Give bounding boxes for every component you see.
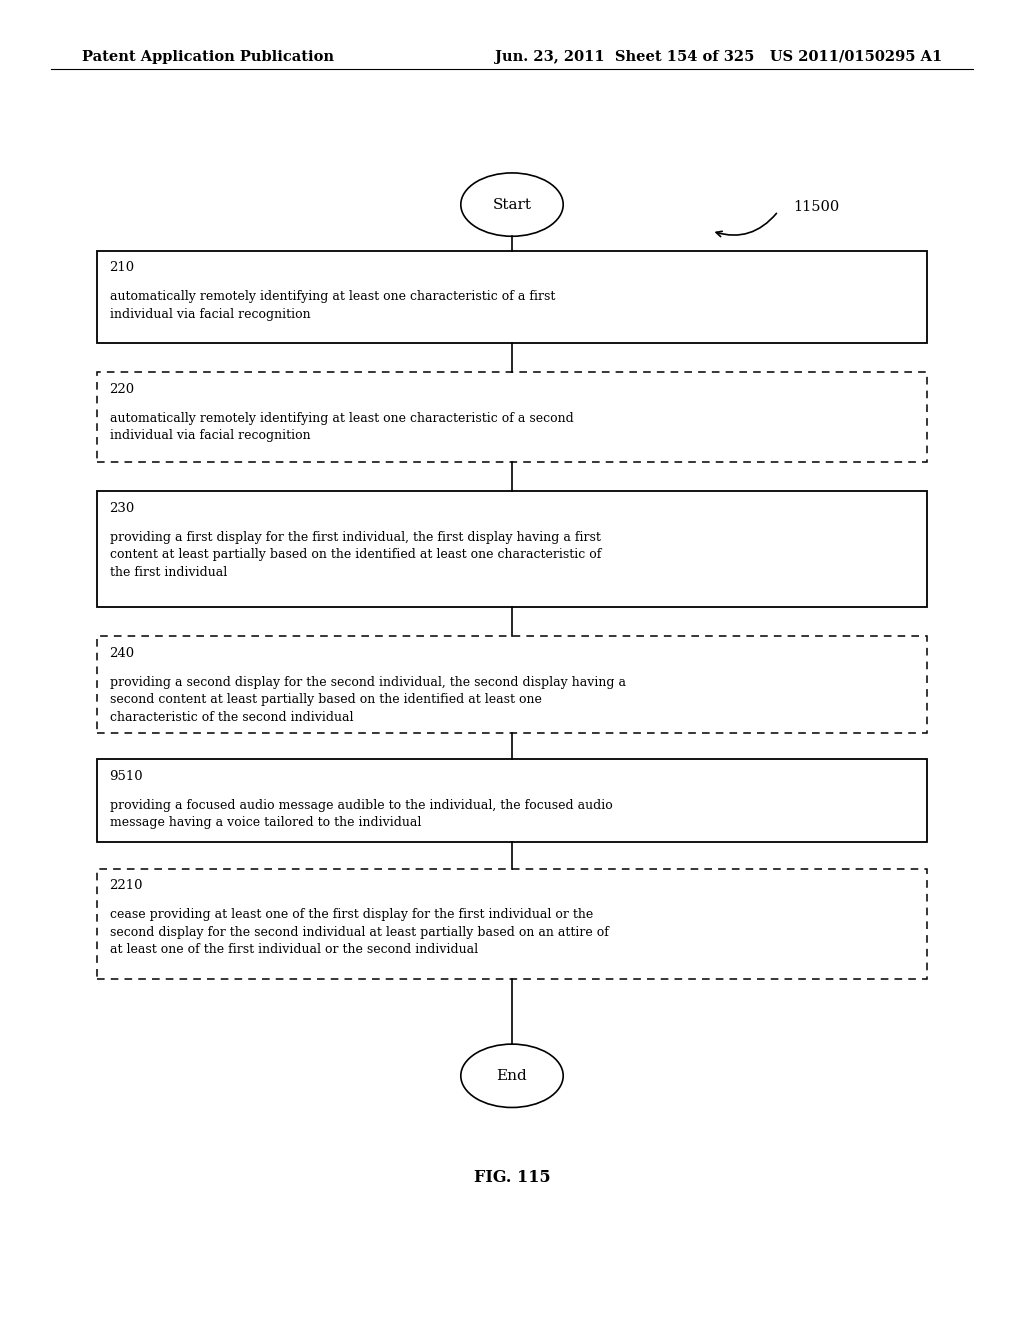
Text: Patent Application Publication: Patent Application Publication (82, 50, 334, 65)
Text: Start: Start (493, 198, 531, 211)
Text: providing a focused audio message audible to the individual, the focused audio
m: providing a focused audio message audibl… (110, 799, 612, 829)
Text: 230: 230 (110, 502, 135, 515)
Text: 9510: 9510 (110, 770, 143, 783)
Text: automatically remotely identifying at least one characteristic of a first
indivi: automatically remotely identifying at le… (110, 290, 555, 321)
Text: 220: 220 (110, 383, 135, 396)
Text: providing a second display for the second individual, the second display having : providing a second display for the secon… (110, 676, 626, 723)
Text: 210: 210 (110, 261, 135, 275)
Text: 2210: 2210 (110, 879, 143, 892)
Text: providing a first display for the first individual, the first display having a f: providing a first display for the first … (110, 531, 601, 578)
Text: cease providing at least one of the first display for the first individual or th: cease providing at least one of the firs… (110, 908, 608, 956)
Text: Jun. 23, 2011  Sheet 154 of 325   US 2011/0150295 A1: Jun. 23, 2011 Sheet 154 of 325 US 2011/0… (495, 50, 942, 65)
Text: 11500: 11500 (794, 201, 840, 214)
Text: End: End (497, 1069, 527, 1082)
Text: automatically remotely identifying at least one characteristic of a second
indiv: automatically remotely identifying at le… (110, 412, 573, 442)
Text: 240: 240 (110, 647, 135, 660)
Text: FIG. 115: FIG. 115 (474, 1170, 550, 1185)
